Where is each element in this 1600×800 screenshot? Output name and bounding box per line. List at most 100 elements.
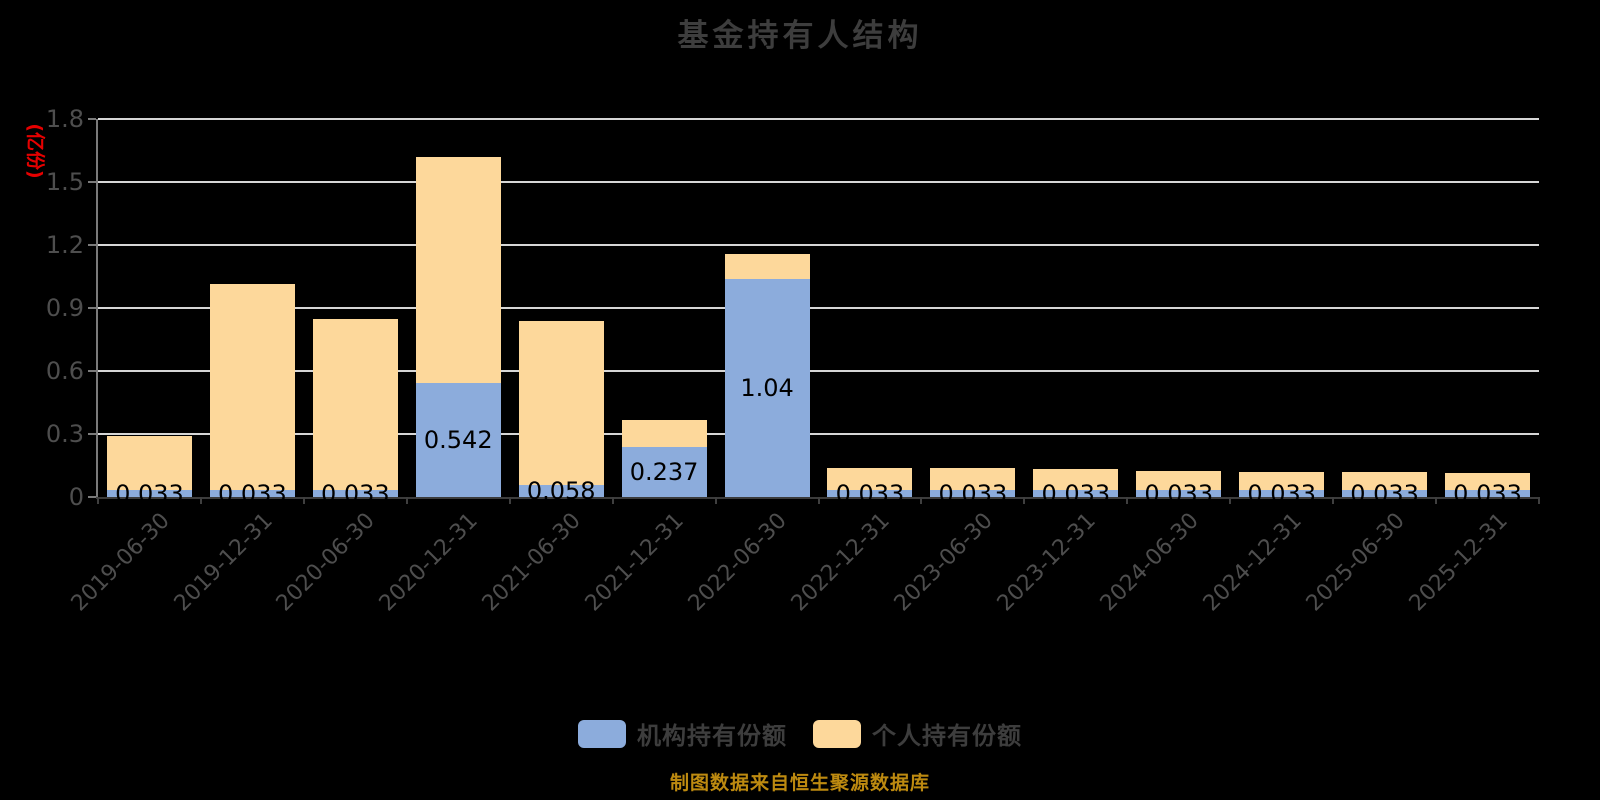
x-tick-label: 2025-06-30 [1301,508,1410,617]
bar-segment-individual[interactable] [1239,472,1325,491]
bar-value-label: 0.033 [1350,479,1419,508]
gridline [98,307,1539,309]
bar-segment-institutional[interactable] [209,490,295,497]
x-tick-label: 2022-06-30 [683,508,793,617]
bar-value-label: 0.033 [115,479,184,508]
bar-segment-institutional[interactable] [827,490,913,497]
x-axis-tick [1023,497,1026,504]
bar-segment-individual[interactable] [415,156,501,384]
legend-label-individual: 个人持有份额 [872,722,1022,750]
gridline [98,244,1539,246]
x-axis-tick [1229,497,1232,504]
y-axis-tick [88,244,96,246]
x-axis-tick [302,497,305,504]
bar-value-label: 0.058 [526,476,596,505]
y-axis-tick [88,370,96,372]
bar-segment-individual[interactable] [106,436,192,491]
y-axis-tick [88,433,96,435]
x-tick-label: 2021-06-30 [478,508,587,617]
x-axis-tick [714,497,717,504]
bar-segment-individual[interactable] [930,468,1016,491]
bar-segment-individual[interactable] [518,321,604,485]
x-axis-tick [1126,497,1129,504]
bar-segment-individual[interactable] [1136,470,1222,491]
bar-value-label: 0.033 [320,479,390,508]
bar-segment-individual[interactable] [1445,473,1531,491]
bar-segment-institutional[interactable] [1445,490,1531,497]
bar-segment-individual[interactable] [1342,472,1428,491]
x-axis-tick [508,497,511,504]
y-tick-label: 0.9 [45,294,84,322]
legend: 机构持有份额 个人持有份额 [0,716,1600,751]
x-axis-tick [97,497,99,504]
x-tick-label: 2023-06-30 [889,508,998,617]
y-axis-tick [88,118,96,120]
bar-value-label: 0.033 [1453,479,1522,508]
bar-value-label: 0.542 [423,426,493,455]
bar-value-label: 0.033 [1247,479,1317,508]
gridline [98,181,1539,183]
bar-segment-institutional[interactable] [312,490,398,497]
y-tick-label: 0.3 [45,420,84,448]
bar-segment-institutional[interactable] [106,490,192,497]
legend-swatch-individual [813,719,861,748]
bar-segment-institutional[interactable] [1033,490,1119,497]
bar-value-label: 0.033 [1041,479,1111,508]
x-axis-tick [611,497,614,504]
bar-segment-institutional[interactable] [621,447,707,497]
bar-segment-individual[interactable] [827,468,913,491]
x-axis-tick [920,497,923,504]
y-tick-label: 1.8 [45,105,84,133]
x-axis-tick [1435,497,1438,504]
legend-swatch-institutional [578,719,626,748]
y-tick-label: 0 [68,483,84,511]
bar-segment-individual[interactable] [209,283,295,491]
bar-segment-individual[interactable] [1033,469,1119,491]
y-axis-tick [88,307,96,309]
y-axis-tick [88,181,96,183]
legend-label-institutional: 机构持有份额 [637,722,787,750]
bar-segment-institutional[interactable] [1342,490,1428,497]
x-axis-tick [1332,497,1335,504]
gridline [98,370,1539,372]
bar-value-label: 0.033 [1144,479,1214,508]
bar-segment-institutional[interactable] [724,278,810,497]
x-tick-label: 2024-06-30 [1095,508,1204,617]
x-tick-label: 2023-12-31 [992,508,1101,617]
x-tick-label: 2022-12-31 [786,508,895,617]
y-axis-tick [88,496,96,498]
bar-segment-institutional[interactable] [415,383,501,497]
y-tick-label: 0.6 [45,357,84,385]
bar-segment-individual[interactable] [724,254,810,279]
bar-value-label: 1.04 [740,373,794,402]
bar-segment-individual[interactable] [621,419,707,448]
x-tick-label: 2020-06-30 [272,508,381,617]
footer-note: 制图数据来自恒生聚源数据库 [669,772,930,794]
legend-item-individual[interactable]: 个人持有份额 [813,716,1022,751]
bar-segment-institutional[interactable] [1239,490,1325,497]
bar-segment-institutional[interactable] [930,490,1016,497]
gridline [98,118,1539,120]
x-axis-tick [817,497,820,504]
x-tick-label: 2021-12-31 [580,508,690,617]
x-tick-label: 2024-12-31 [1198,508,1307,617]
x-axis-tick [199,497,202,504]
chart-title: 基金持有人结构 [677,18,923,54]
legend-item-institutional[interactable]: 机构持有份额 [578,716,787,751]
y-tick-label: 1.2 [45,231,84,259]
x-tick-label: 2025-12-31 [1404,508,1513,617]
x-tick-label: 2020-12-31 [375,508,484,617]
bar-segment-individual[interactable] [312,318,398,491]
y-tick-label: 1.5 [45,168,84,196]
bar-segment-institutional[interactable] [1136,490,1222,497]
bar-value-label: 0.033 [938,479,1008,508]
bar-value-label: 0.237 [629,458,699,487]
x-axis-tick [405,497,408,504]
plot-area: 0 0.3 0.6 0.9 1.2 1.5 1.8 0.033 2019-06-30 0.033 2… [46,106,1540,616]
x-axis-tick [1538,497,1540,504]
bar-segment-institutional[interactable] [518,484,604,497]
bar-value-label: 0.033 [218,479,287,508]
x-tick-label: 2019-12-31 [169,508,278,617]
gridline [98,433,1539,435]
x-tick-label: 2019-06-30 [66,508,175,617]
